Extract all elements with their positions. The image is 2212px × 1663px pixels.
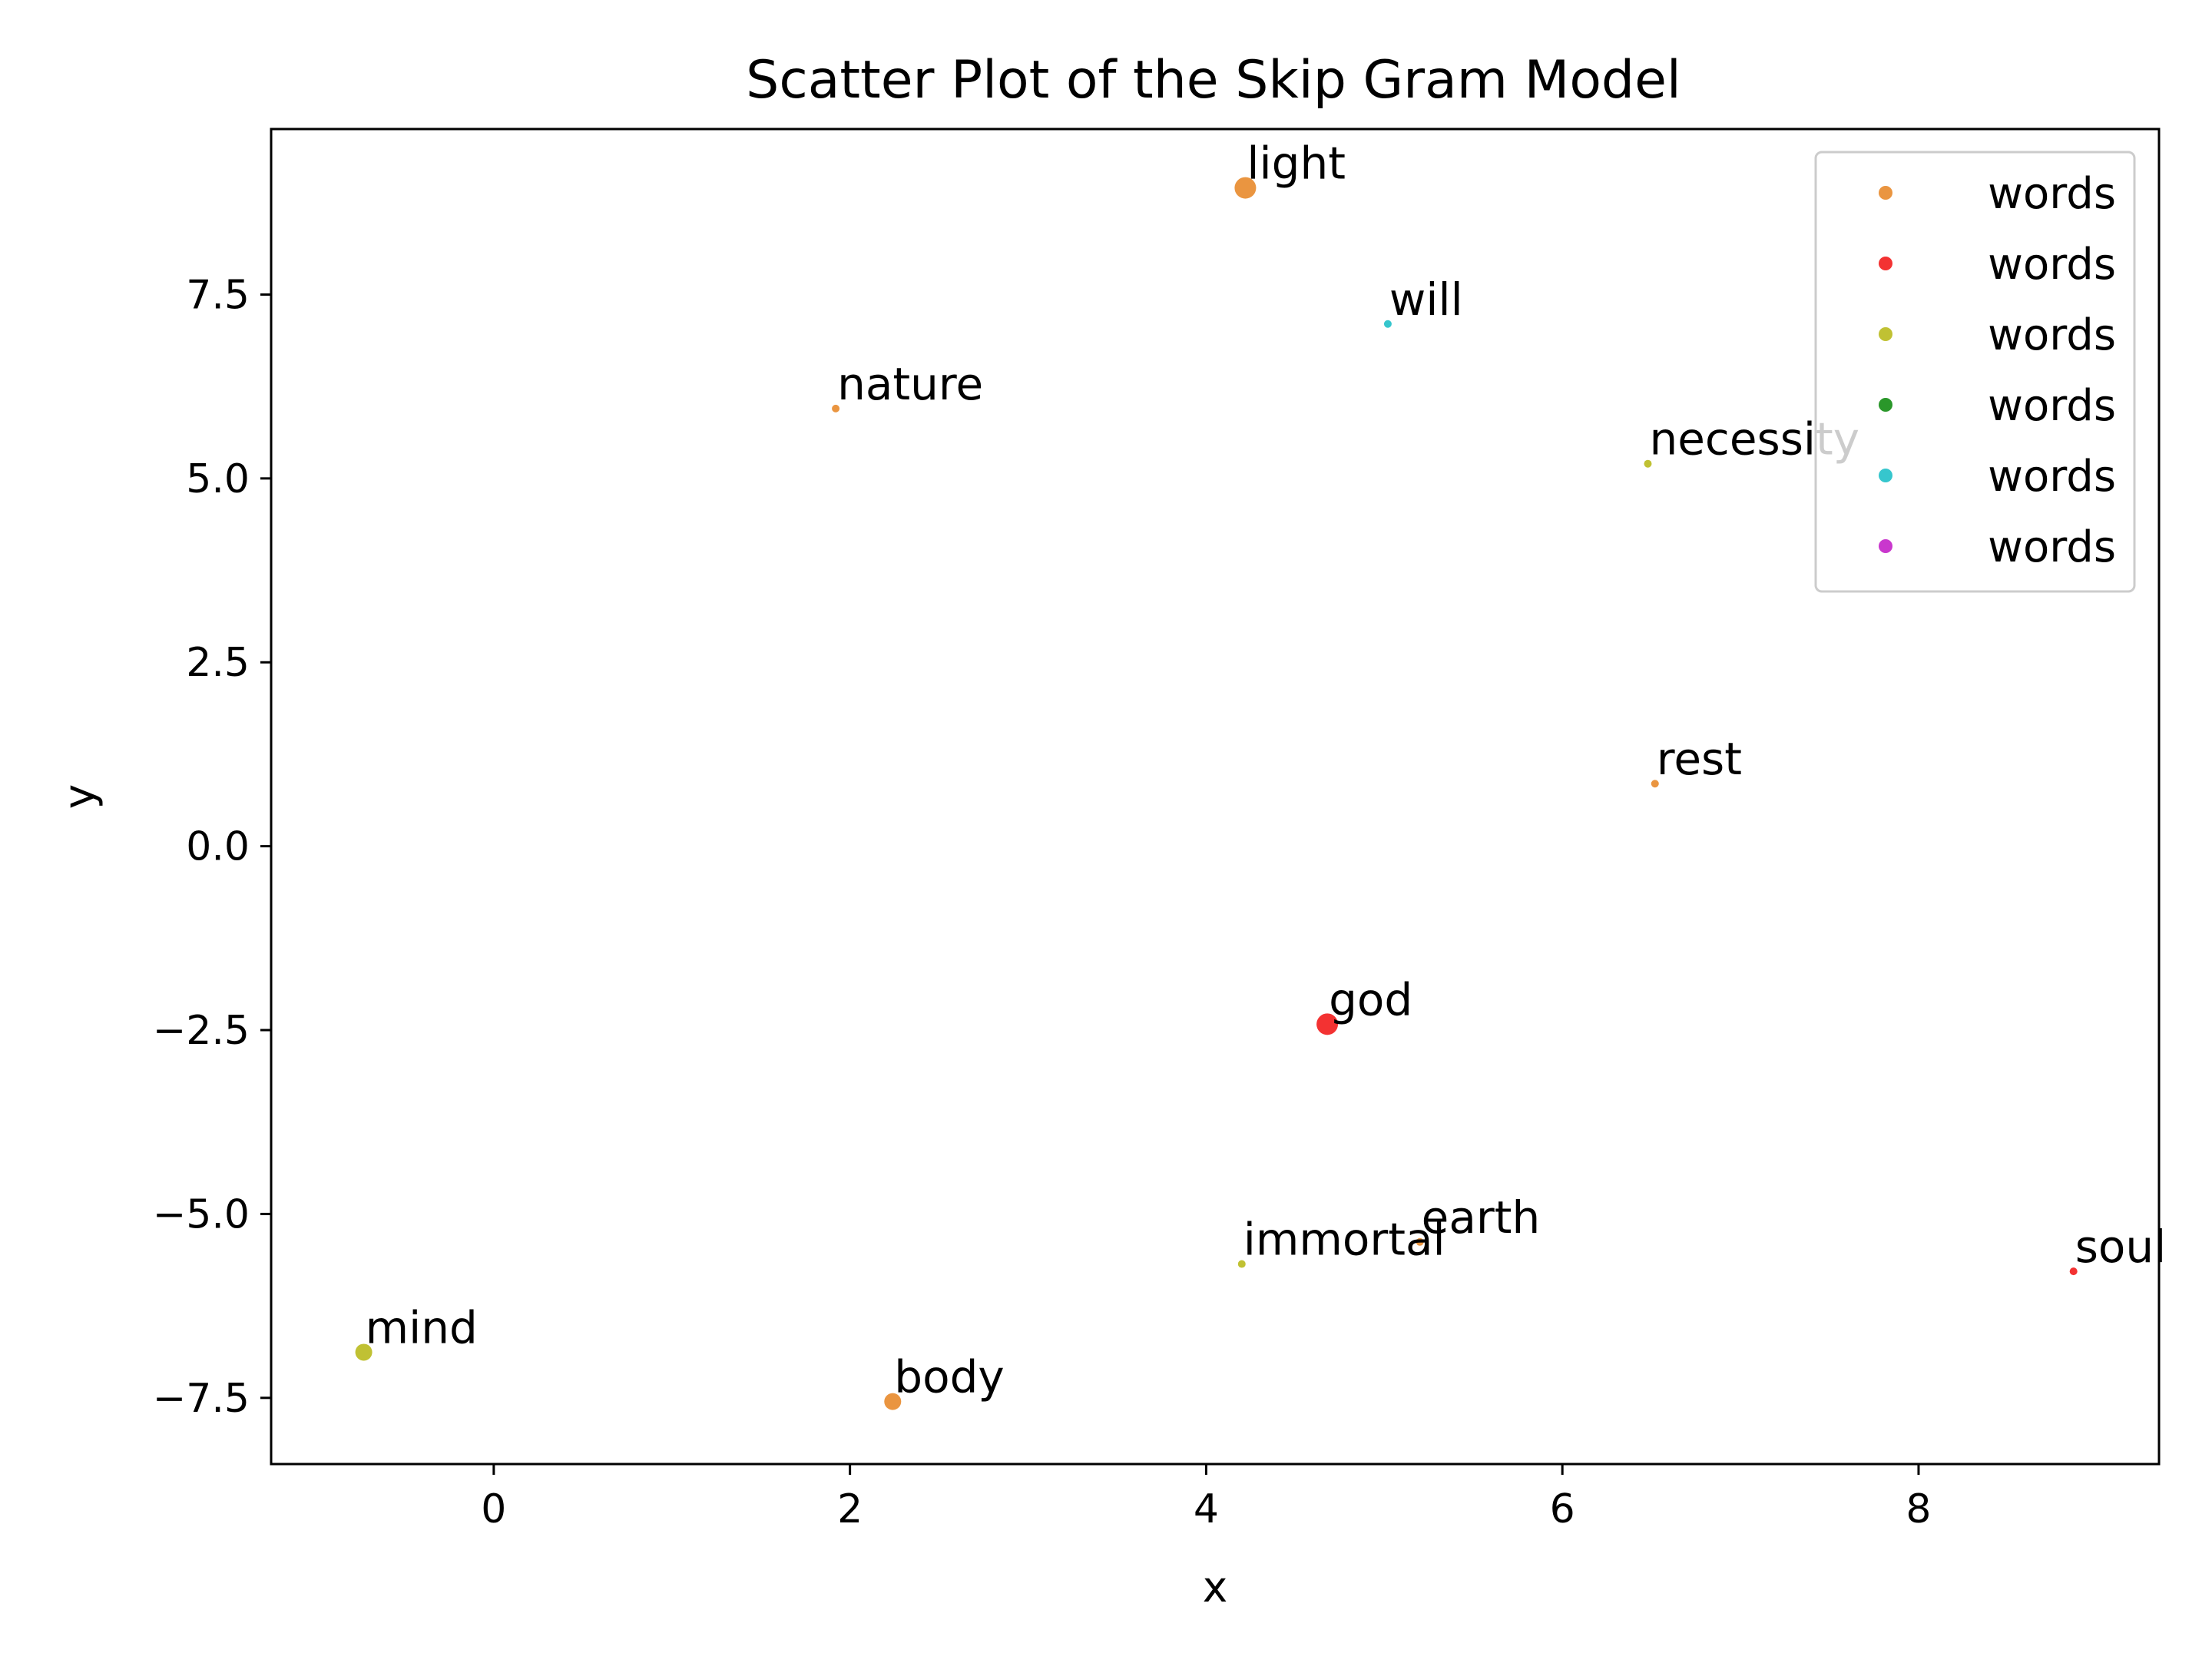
point-label-earth: earth: [1422, 1191, 1541, 1244]
y-tick-label: −2.5: [153, 1008, 250, 1054]
data-point-mind: [355, 1343, 373, 1361]
plot-frame: [270, 128, 2161, 1466]
legend-marker: [1879, 257, 1892, 270]
y-axis-label: y: [55, 784, 104, 810]
point-label-light: light: [1247, 137, 1346, 190]
data-point-necessity: [1644, 459, 1652, 468]
data-point-earth: [1416, 1237, 1424, 1246]
legend-entry-label: words: [1988, 381, 2116, 431]
point-label-nature: nature: [837, 358, 983, 410]
legend-entry-label: words: [1988, 169, 2116, 219]
x-axis-label: x: [1203, 1562, 1228, 1612]
y-tick-label: 2.5: [186, 640, 250, 686]
point-label-will: will: [1389, 273, 1463, 326]
x-tick-label: 6: [1550, 1486, 1575, 1532]
x-tick-label: 2: [837, 1486, 863, 1532]
data-point-body: [884, 1393, 902, 1410]
x-tick-label: 0: [481, 1486, 506, 1532]
data-point-light: [1234, 177, 1257, 199]
point-label-god: god: [1329, 973, 1412, 1025]
point-label-soul: soul: [2075, 1221, 2167, 1273]
y-tick-label: −7.5: [153, 1376, 250, 1422]
data-point-god: [1316, 1013, 1339, 1035]
legend-frame: [1814, 151, 2136, 593]
x-tick-label: 8: [1906, 1486, 1931, 1532]
chart-marks: lightwillnaturenecessityrestgodearthimmo…: [355, 137, 2167, 1410]
point-label-body: body: [894, 1351, 1004, 1403]
legend-entry-label: words: [1988, 522, 2116, 572]
chart-legend: words words words words words words: [1814, 151, 2136, 593]
data-point-nature: [832, 404, 840, 412]
legend-marker: [1879, 539, 1892, 553]
point-label-immortal: immortal: [1243, 1214, 1445, 1266]
legend-entry-label: words: [1988, 240, 2116, 290]
point-label-mind: mind: [366, 1301, 478, 1353]
legend-marker: [1879, 186, 1892, 200]
y-tick-label: −5.0: [153, 1191, 250, 1237]
point-label-rest: rest: [1657, 733, 1742, 785]
x-tick-label: 4: [1194, 1486, 1219, 1532]
data-point-will: [1383, 320, 1392, 328]
data-point-rest: [1651, 780, 1659, 788]
y-tick-label: 0.0: [186, 824, 250, 870]
axis-ticks: 0 2 4 6 8 −7.5 −5.0 −2.5 0.0 2.5 5.0 7.5: [153, 272, 1932, 1532]
legend-entry-label: words: [1988, 310, 2116, 360]
chart-title: Scatter Plot of the Skip Gram Model: [746, 50, 1681, 111]
y-tick-label: 5.0: [186, 456, 250, 502]
legend-entry-label: words: [1988, 452, 2116, 502]
legend-marker: [1879, 398, 1892, 412]
y-tick-label: 7.5: [186, 272, 250, 318]
data-point-immortal: [1237, 1260, 1246, 1268]
legend-marker: [1879, 469, 1892, 482]
legend-marker: [1879, 327, 1892, 341]
data-point-soul: [2069, 1267, 2078, 1276]
